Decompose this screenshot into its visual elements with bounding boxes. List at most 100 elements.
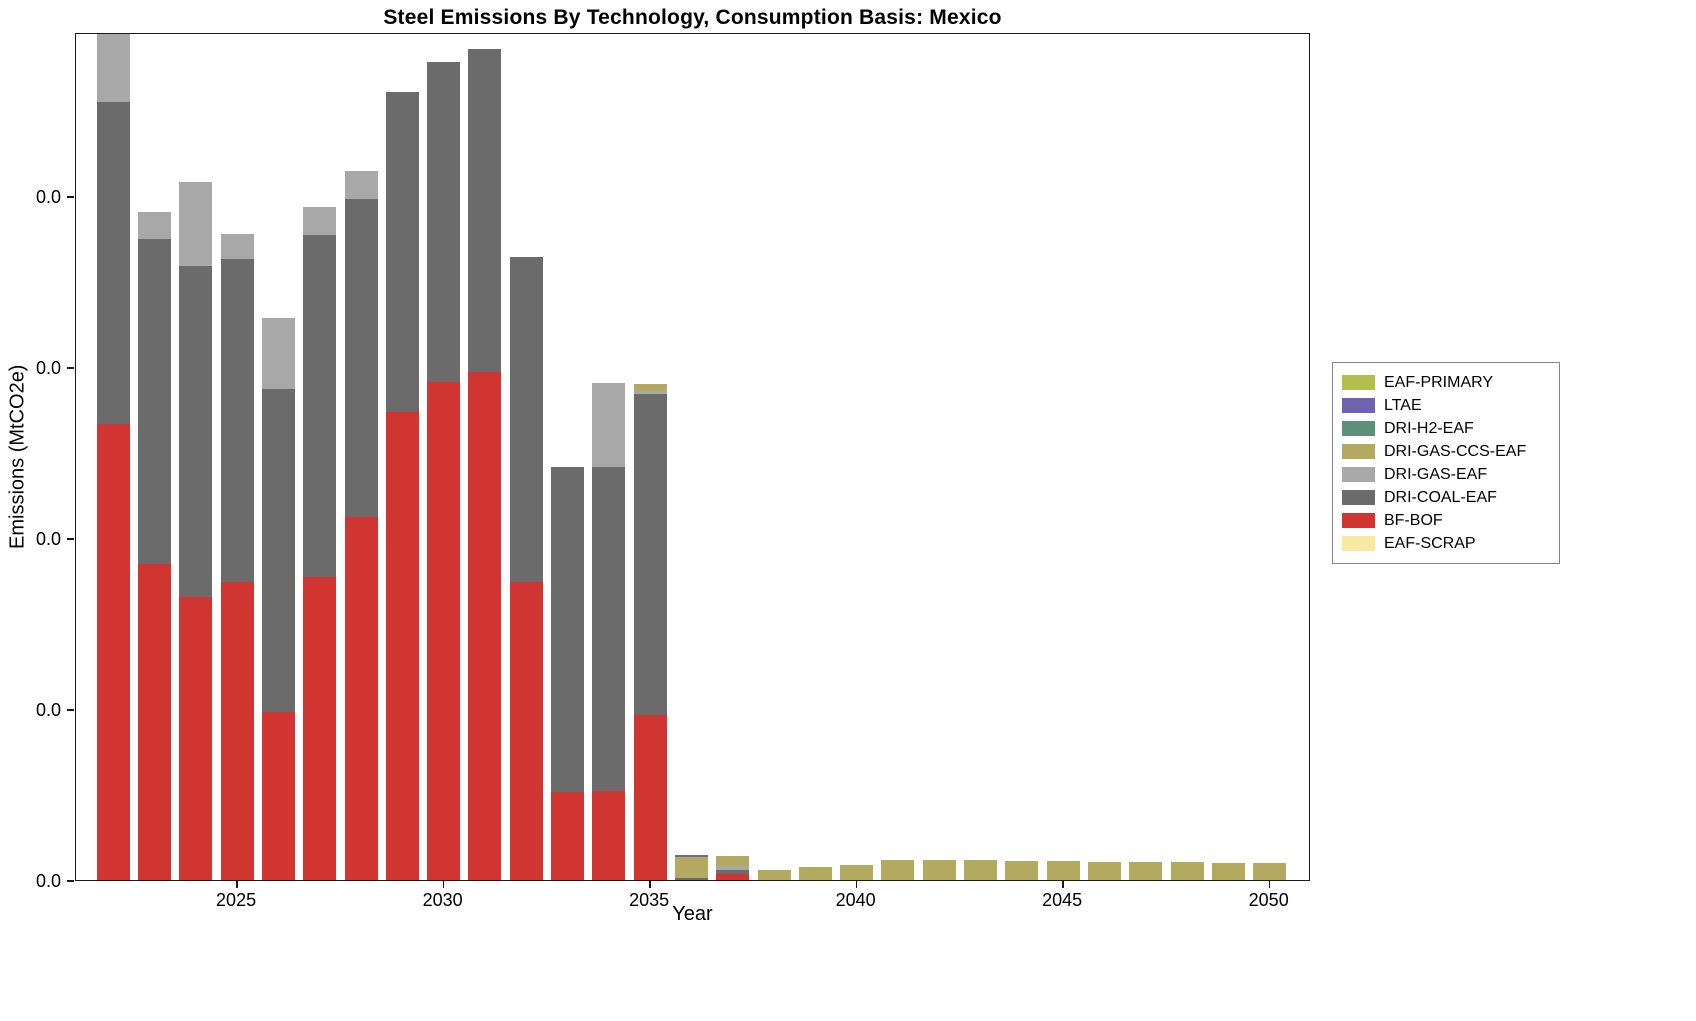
x-tick xyxy=(855,881,858,888)
bar-segment-dri-gas-ccs-eaf-2035 xyxy=(633,384,667,392)
legend-label: DRI-COAL-EAF xyxy=(1384,488,1497,506)
bar-segment-bf-bof-2027 xyxy=(303,577,337,880)
bar-segment-dri-gas-ccs-eaf-2040 xyxy=(840,864,874,880)
bar-segment-dri-gas-eaf-2025 xyxy=(220,233,254,259)
x-tick-label: 2025 xyxy=(216,890,257,910)
bar-segment-dri-coal-eaf-2030 xyxy=(427,61,461,383)
bar-segment-dri-gas-ccs-eaf-2048 xyxy=(1170,862,1204,880)
bar-segment-dri-gas-ccs-eaf-2041 xyxy=(881,860,915,880)
y-tick xyxy=(67,196,74,198)
legend-item: DRI-GAS-EAF xyxy=(1342,463,1553,486)
bar-segment-dri-gas-ccs-eaf-2042 xyxy=(922,860,956,880)
bar-segment-bf-bof-2030 xyxy=(427,382,461,880)
bar-segment-dri-gas-eaf-2024 xyxy=(179,182,213,267)
x-tick xyxy=(236,881,238,888)
bar-segment-bf-bof-2026 xyxy=(261,712,295,880)
bar-segment-dri-gas-eaf-2034 xyxy=(592,382,626,468)
legend-swatch xyxy=(1342,536,1375,551)
bar-segment-dri-coal-eaf-2025 xyxy=(220,258,254,582)
bar-segment-dri-coal-eaf-2036 xyxy=(674,878,708,880)
bar-segment-dri-coal-eaf-2022 xyxy=(96,102,130,425)
bar-segment-dri-gas-eaf-2035 xyxy=(633,391,667,395)
bar-segment-dri-coal-eaf-2026 xyxy=(261,389,295,713)
y-tick-label: 0.0 xyxy=(35,871,61,891)
x-tick xyxy=(1062,881,1064,888)
bar-segment-dri-gas-eaf-2026 xyxy=(261,317,295,390)
legend-item: DRI-COAL-EAF xyxy=(1342,486,1553,509)
bar-segment-dri-coal-eaf-2031 xyxy=(468,49,502,373)
x-tick-label: 2030 xyxy=(422,890,463,910)
x-tick-label: 2045 xyxy=(1042,890,1083,910)
x-tick-label: 2040 xyxy=(835,890,876,910)
bar-segment-dri-gas-ccs-eaf-2036 xyxy=(674,856,708,879)
bar-segment-dri-coal-eaf-2027 xyxy=(303,234,337,578)
legend-item: DRI-GAS-CCS-EAF xyxy=(1342,440,1553,463)
legend-label: LTAE xyxy=(1384,396,1422,414)
legend: EAF-PRIMARY LTAE DRI-H2-EAF DRI-GAS-CCS-EAF… xyxy=(1332,362,1560,564)
y-tick-label: 0.0 xyxy=(35,358,61,379)
legend-item: BF-BOF xyxy=(1342,509,1553,532)
bar-segment-dri-gas-eaf-2037 xyxy=(716,866,750,870)
bar-segment-dri-gas-ccs-eaf-2038 xyxy=(757,869,791,880)
bar-segment-dri-coal-eaf-2033 xyxy=(551,467,585,792)
bar-segment-dri-coal-eaf-2029 xyxy=(385,91,419,413)
legend-item: EAF-PRIMARY xyxy=(1342,371,1553,394)
bar-segment-dri-gas-eaf-2022 xyxy=(96,34,130,103)
legend-swatch xyxy=(1342,444,1375,459)
bar-segment-dri-gas-ccs-eaf-2050 xyxy=(1253,862,1287,880)
bar-segment-bf-bof-2035 xyxy=(633,715,667,880)
bar-segment-bf-bof-2022 xyxy=(96,424,130,880)
plot-area xyxy=(75,33,1310,881)
x-tick xyxy=(442,881,445,888)
y-tick-label: 0.0 xyxy=(35,187,61,208)
bar-segment-bf-bof-2023 xyxy=(137,563,171,880)
bar-segment-dri-gas-ccs-eaf-2044 xyxy=(1005,861,1039,880)
bar-segment-bf-bof-2034 xyxy=(592,791,626,880)
legend-swatch xyxy=(1342,375,1375,390)
legend-item: DRI-H2-EAF xyxy=(1342,417,1553,440)
legend-label: DRI-H2-EAF xyxy=(1384,419,1474,437)
legend-swatch xyxy=(1342,421,1375,436)
bar-segment-dri-gas-eaf-2023 xyxy=(137,211,171,239)
bar-segment-bf-bof-2029 xyxy=(385,412,419,880)
bar-segment-dri-coal-eaf-2028 xyxy=(344,198,378,517)
bar-segment-dri-coal-eaf-2024 xyxy=(179,266,213,598)
y-axis-label: Emissions (MtCO2e) xyxy=(6,364,29,550)
y-tick xyxy=(67,880,74,882)
x-axis-label: Year xyxy=(672,903,713,925)
x-tick-label: 2050 xyxy=(1248,890,1289,910)
x-tick xyxy=(1268,881,1271,888)
legend-label: DRI-GAS-EAF xyxy=(1384,465,1488,483)
legend-swatch xyxy=(1342,398,1375,413)
bar-segment-bf-bof-2024 xyxy=(179,597,213,880)
bar-segment-bf-bof-2028 xyxy=(344,516,378,880)
legend-swatch xyxy=(1342,490,1375,505)
bar-segment-dri-gas-eaf-2027 xyxy=(303,207,337,235)
bar-segment-dri-coal-eaf-2034 xyxy=(592,467,626,792)
bar-segment-dri-gas-ccs-eaf-2049 xyxy=(1211,862,1245,880)
x-tick-label: 2035 xyxy=(629,890,670,910)
legend-swatch xyxy=(1342,467,1375,482)
bar-segment-dri-gas-ccs-eaf-2045 xyxy=(1046,861,1080,880)
bar-segment-dri-coal-eaf-2032 xyxy=(509,256,543,582)
bar-segment-bf-bof-2033 xyxy=(551,791,585,880)
bar-segment-bf-bof-2032 xyxy=(509,581,543,880)
y-tick xyxy=(67,709,74,711)
legend-item: LTAE xyxy=(1342,394,1553,417)
bar-segment-bf-bof-2031 xyxy=(468,372,502,880)
bar-segment-dri-coal-eaf-2037 xyxy=(716,869,750,875)
legend-item: EAF-SCRAP xyxy=(1342,532,1553,555)
bar-segment-dri-coal-eaf-2035 xyxy=(633,394,667,716)
legend-label: BF-BOF xyxy=(1384,511,1443,529)
bar-segment-dri-gas-ccs-eaf-2037 xyxy=(716,856,750,867)
bar-segment-bf-bof-2037 xyxy=(716,874,750,880)
legend-label: EAF-SCRAP xyxy=(1384,534,1476,552)
legend-label: DRI-GAS-CCS-EAF xyxy=(1384,442,1527,460)
bar-segment-dri-gas-eaf-2028 xyxy=(344,170,378,199)
bar-segment-dri-gas-ccs-eaf-2046 xyxy=(1087,862,1121,880)
bar-segment-bf-bof-2025 xyxy=(220,581,254,880)
y-tick-label: 0.0 xyxy=(35,700,61,721)
bar-segment-dri-gas-ccs-eaf-2043 xyxy=(964,860,998,880)
bar-segment-dri-gas-ccs-eaf-2047 xyxy=(1129,862,1163,880)
